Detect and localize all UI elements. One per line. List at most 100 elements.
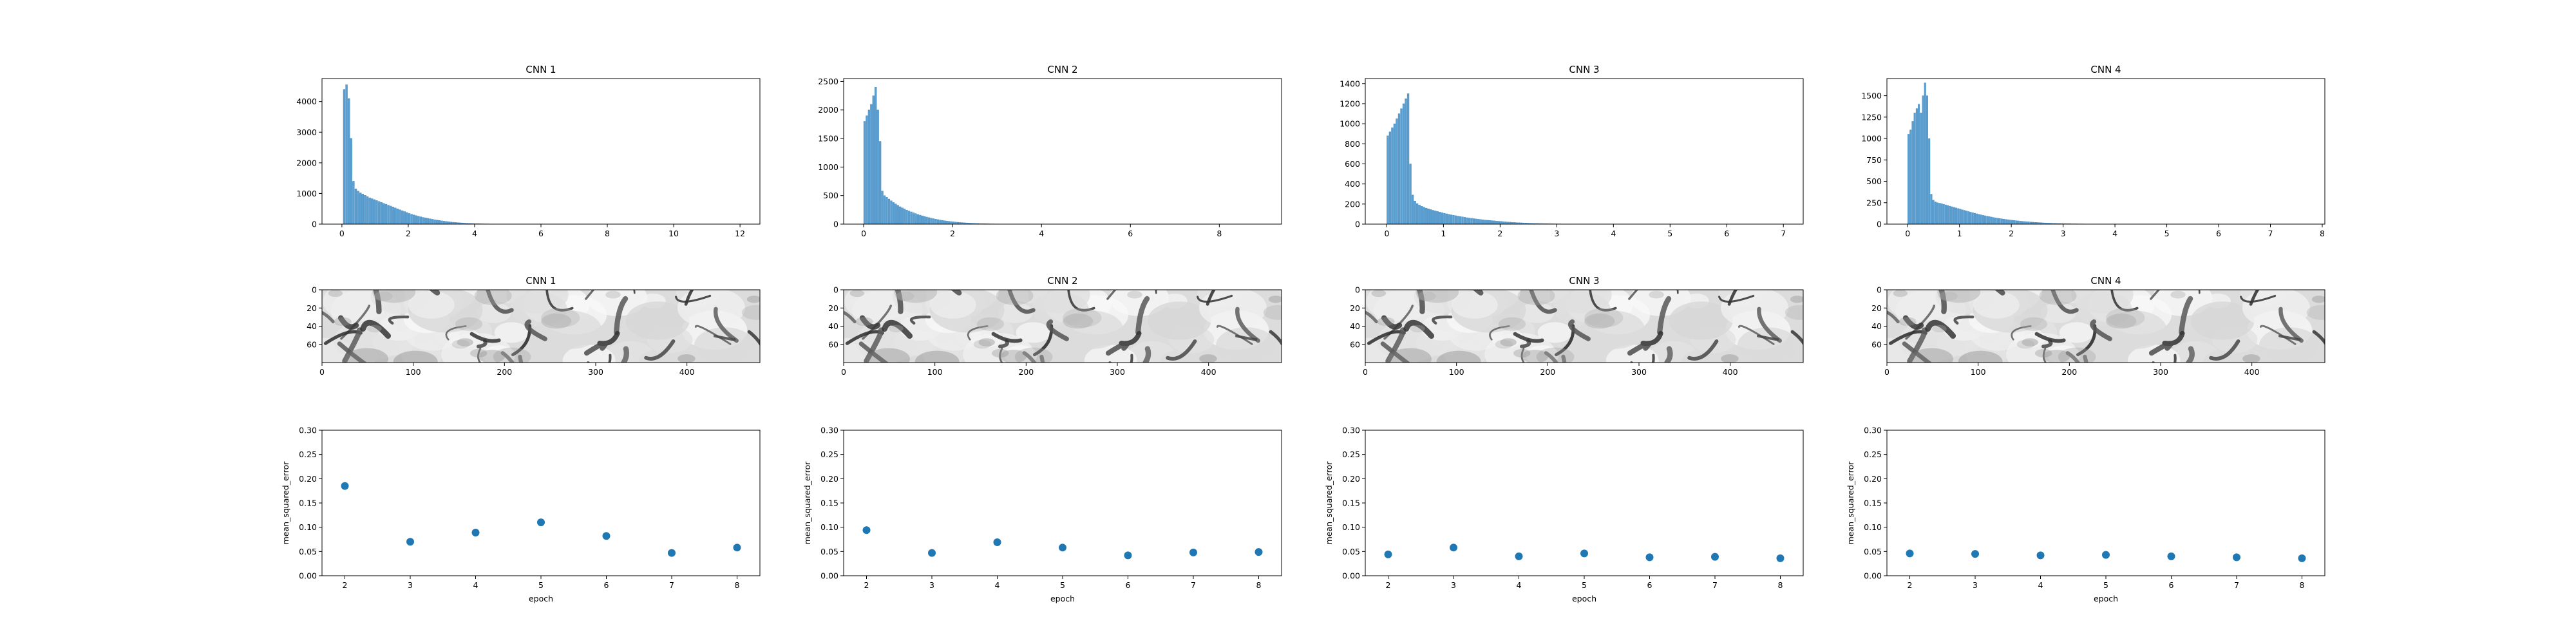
histogram-bar	[2011, 220, 2013, 225]
y-tick-label: 200	[1345, 199, 1360, 209]
image-cell	[1016, 322, 1051, 343]
image-shade	[2043, 350, 2070, 363]
x-tick-label: 2	[950, 229, 955, 238]
histogram-bar	[899, 206, 902, 225]
histogram-bar	[2027, 222, 2030, 225]
histogram-bar	[2015, 220, 2018, 225]
x-tick-label: 2	[2009, 229, 2014, 238]
mse-panel-3: epoch mean_squared_error 2 3 4 5 6 7 8 0.00 0.05 0.…	[1324, 426, 1804, 603]
y-tick-label: 20	[1871, 303, 1882, 313]
x-tick-label: 200	[2061, 367, 2077, 377]
histogram-bar	[916, 214, 919, 225]
image-shade	[849, 290, 865, 297]
data-point	[2167, 552, 2175, 560]
histogram-bar	[1418, 205, 1421, 225]
histogram-bar	[941, 220, 943, 225]
image-cell	[2041, 302, 2076, 323]
histogram-bar	[876, 109, 879, 225]
x-tick-label: 8	[605, 229, 610, 238]
histogram-bar	[1443, 213, 1446, 225]
image-shade	[1513, 348, 1531, 358]
x-tick-label: 8	[1217, 229, 1222, 238]
y-tick-label: 1500	[1861, 91, 1882, 100]
histogram-bar	[870, 104, 873, 225]
x-axis-label: epoch	[529, 594, 553, 603]
image-lane	[1907, 327, 1928, 363]
histogram-bar	[1963, 210, 1965, 225]
image-lane	[1365, 310, 1378, 323]
image-lane	[1938, 290, 1947, 314]
image-lane	[486, 290, 514, 314]
histogram-bar	[1998, 218, 2001, 225]
x-tick-label: 5	[538, 580, 544, 590]
data-point	[1776, 554, 1785, 562]
image-lane	[1381, 315, 1403, 330]
y-tick-label: 0.25	[820, 450, 838, 459]
image-cell	[2059, 322, 2094, 343]
histogram-bar	[392, 207, 394, 225]
y-tick-label: 1500	[818, 134, 838, 144]
image-lane	[1994, 290, 2005, 296]
image-lane	[429, 290, 440, 296]
histogram-bar	[371, 198, 374, 225]
histogram-bar	[448, 222, 450, 225]
image-lane	[1067, 290, 1095, 312]
histogram-bar	[2019, 221, 2022, 225]
panel-title: CNN 3	[1569, 275, 1599, 287]
histogram-bar	[1918, 104, 1920, 225]
x-tick-label: 100	[1449, 367, 1464, 377]
image-lane	[864, 327, 884, 363]
image-lane	[1657, 296, 1672, 335]
histogram-bar	[925, 216, 928, 225]
axes-frame	[321, 430, 761, 576]
image-cell	[1198, 290, 1267, 328]
panel-title: CNN 2	[1047, 275, 1077, 287]
image-shade	[1721, 354, 1739, 363]
histogram-bar	[1441, 213, 1443, 225]
y-tick-label: 0.00	[299, 571, 317, 581]
histogram-bar	[1947, 205, 1949, 225]
histogram-bar	[907, 211, 911, 225]
x-tick-label: 4	[1039, 229, 1044, 238]
y-tick-label: 1000	[296, 189, 317, 198]
histogram-bar	[438, 220, 441, 225]
panel-title: CNN 4	[2090, 275, 2121, 287]
histogram-bar	[895, 204, 897, 225]
image-lane	[2042, 348, 2047, 363]
y-tick-label: 20	[307, 303, 317, 313]
histogram-bar	[927, 217, 931, 225]
histogram-bar	[919, 214, 922, 225]
histogram-bar	[950, 221, 952, 225]
panel-title: CNN 4	[2090, 64, 2121, 75]
y-tick-label: 0.30	[1342, 426, 1360, 435]
histogram-bar	[350, 138, 352, 225]
image-lane	[895, 290, 904, 314]
image-shade	[1063, 308, 1102, 328]
x-tick-label: 2	[1908, 580, 1913, 590]
histogram-bar	[1454, 215, 1457, 225]
image-shade	[1388, 348, 1432, 363]
x-tick-label: 6	[1128, 229, 1133, 238]
image-shade	[991, 348, 1009, 358]
image-lane	[360, 319, 392, 339]
data-point	[1255, 548, 1263, 556]
x-tick-label: 4	[472, 229, 477, 238]
histogram-bar	[1949, 205, 1951, 225]
histogram-bar	[1924, 82, 1926, 225]
data-point	[1645, 553, 1654, 562]
y-tick-label: 40	[1871, 321, 1882, 331]
histogram-bar	[354, 189, 357, 225]
image-shade	[894, 290, 938, 303]
x-tick-label: 4	[473, 580, 478, 590]
histogram-bar	[1463, 217, 1466, 225]
image-shade	[1495, 339, 1513, 349]
histogram-bar	[366, 196, 369, 225]
data-point	[537, 518, 545, 527]
image-lane	[858, 341, 889, 363]
y-tick-label: 0.10	[820, 522, 838, 532]
y-tick-label: 2000	[818, 105, 838, 115]
histogram-bar	[2013, 220, 2016, 225]
image-lane	[1472, 290, 1484, 296]
histogram-bar	[875, 87, 877, 225]
